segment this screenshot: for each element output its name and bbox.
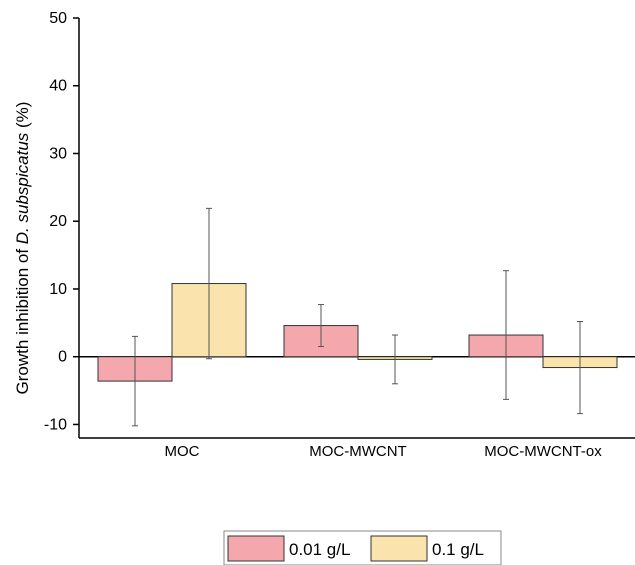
category-labels: MOC MOC-MWCNT MOC-MWCNT-ox (165, 443, 603, 460)
y-tick-label: 0 (58, 349, 67, 366)
legend-label: 0.1 g/L (432, 540, 484, 559)
error-bar (577, 320, 583, 415)
error-bars (132, 207, 583, 427)
category-label: MOC-MWCNT (309, 443, 406, 460)
legend-swatch (370, 535, 428, 562)
legend-label: 0.01 g/L (289, 540, 350, 559)
y-tick-label: -10 (44, 416, 67, 433)
error-bar (503, 270, 509, 400)
legend: 0.01 g/L 0.1 g/L (223, 530, 502, 565)
error-bar (206, 207, 212, 360)
y-ticks: 50 40 30 20 10 0 -10 (44, 10, 79, 433)
legend-swatch (227, 535, 285, 562)
error-bar (392, 334, 398, 385)
y-tick-label: 30 (49, 145, 67, 162)
y-tick-label: 40 (49, 78, 67, 95)
y-axis-title-suffix: (%) (13, 102, 32, 133)
error-bar (132, 335, 138, 427)
y-axis-title-species: D. subspicatus (13, 132, 32, 244)
category-label: MOC-MWCNT-ox (484, 443, 602, 460)
y-axis-title: Growth inhibition of D. subspicatus (%) (13, 102, 32, 395)
error-bar (318, 304, 324, 348)
y-axis-title-prefix: Growth inhibition of (13, 244, 32, 394)
bars (97, 283, 618, 382)
y-tick-label: 20 (49, 213, 67, 230)
category-label: MOC (165, 443, 200, 460)
y-tick-label: 50 (49, 10, 67, 27)
y-tick-label: 10 (49, 281, 67, 298)
